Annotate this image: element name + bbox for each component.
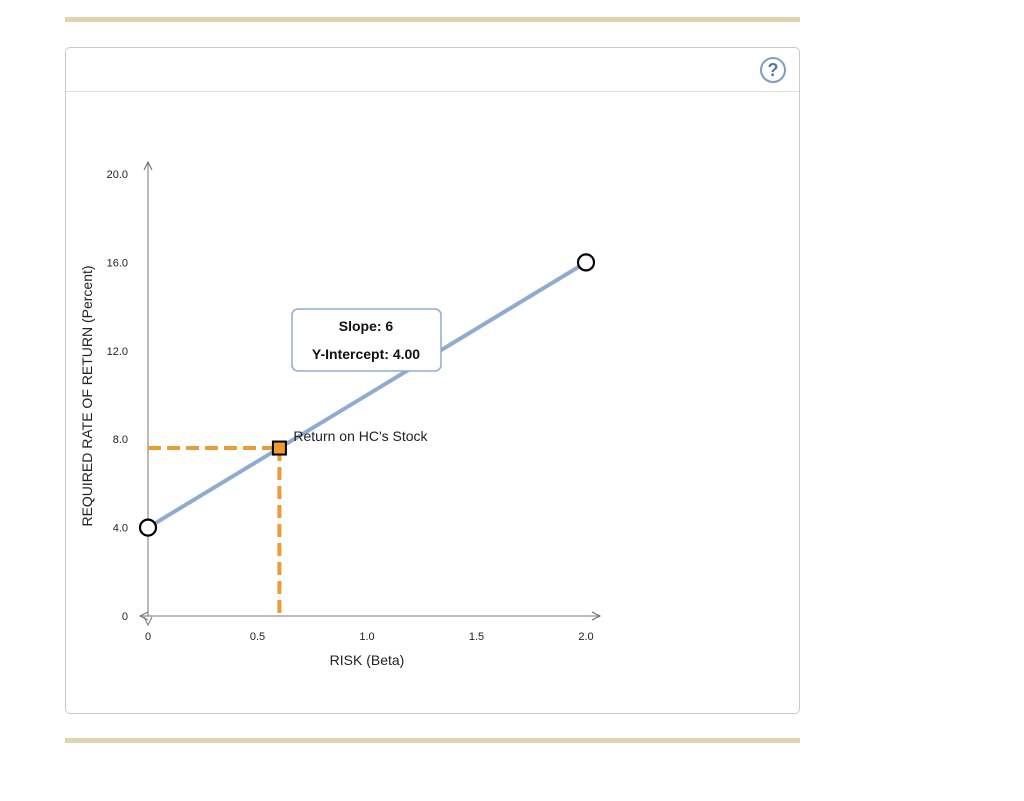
x-tick-label: 1.5 [469,631,484,643]
hc-stock-point[interactable] [271,440,287,456]
y-tick-label: 0 [122,611,128,623]
y-tick-label: 4.0 [113,523,128,535]
y-axis-label: REQUIRED RATE OF RETURN (Percent) [79,265,95,526]
x-axis-label: RISK (Beta) [330,652,405,668]
y-tick-label: 8.0 [113,434,128,446]
callout-slope: Slope: 6 [339,318,394,334]
top-divider [65,17,800,22]
security-market-line [146,260,588,530]
y-tick-label: 16.0 [107,257,128,269]
callout-box: Slope: 6 Y-Intercept: 4.00 [291,308,442,372]
bottom-divider [65,738,800,743]
y-axis-bottom-arrow [143,616,153,627]
line-endpoint-start[interactable] [138,518,158,537]
x-tick-label: 0 [145,631,151,643]
help-icon[interactable]: ? [760,57,786,83]
y-tick-label: 20.0 [107,169,128,181]
callout-intercept: Y-Intercept: 4.00 [312,346,420,362]
x-tick-label: 2.0 [578,631,593,643]
hc-stock-label: Return on HC's Stock [293,428,428,444]
y-tick-label: 12.0 [107,346,128,358]
x-tick-label: 1.0 [359,631,374,643]
line-endpoint-end[interactable] [576,253,596,272]
panel-header: ? [66,48,799,92]
x-tick-label: 0.5 [250,631,265,643]
graph-panel: ? [65,47,800,714]
